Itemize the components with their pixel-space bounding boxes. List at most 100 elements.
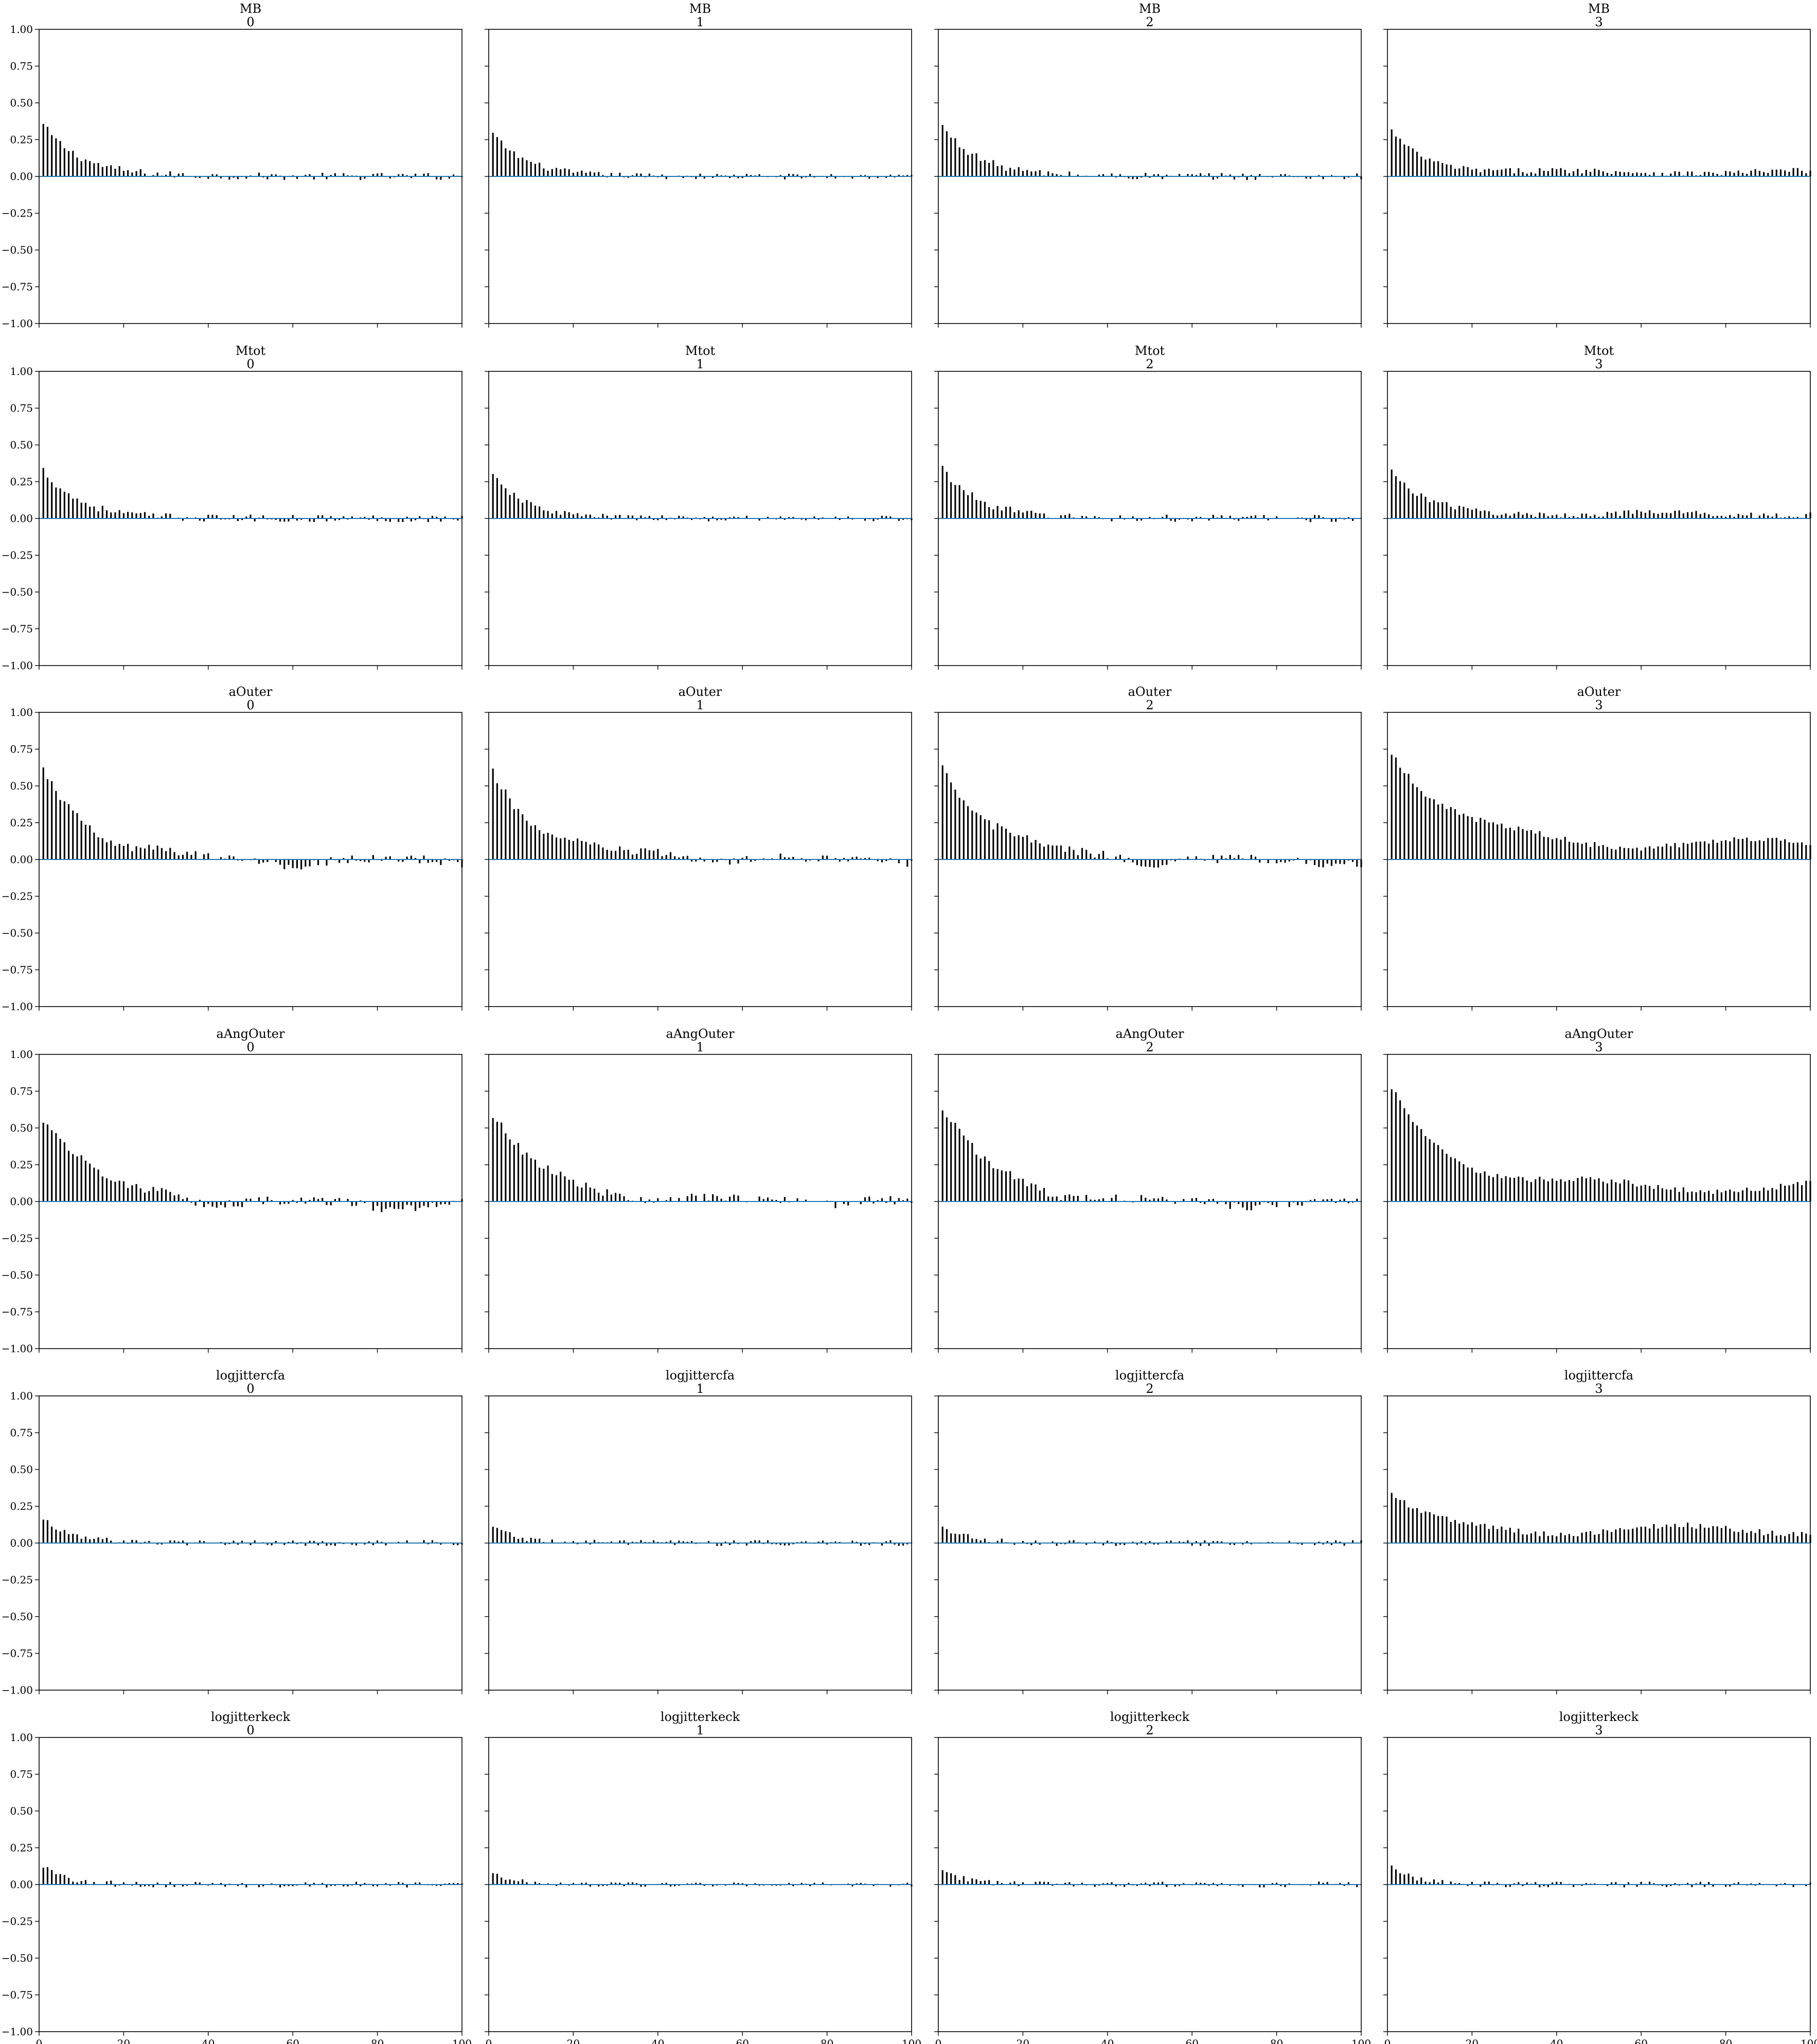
acf-bar: [1098, 517, 1100, 518]
acf-bar: [1141, 1195, 1143, 1202]
acf-bar: [1754, 1191, 1756, 1202]
panel-chain-label: 1: [696, 1723, 704, 1737]
acf-bar: [950, 782, 952, 859]
acf-bar: [686, 855, 688, 859]
acf-bar: [1102, 851, 1105, 859]
panel-title: logjittercfa: [1564, 1368, 1633, 1383]
acf-bar: [1039, 1543, 1041, 1545]
acf-bar: [1433, 500, 1435, 518]
acf-bar: [653, 518, 655, 521]
acf-bar: [1009, 507, 1011, 518]
acf-bar: [122, 1882, 124, 1885]
acf-bar: [971, 1142, 973, 1202]
acf-bar: [1420, 1129, 1422, 1202]
acf-bar: [1094, 857, 1096, 859]
acf-bar: [1737, 1532, 1739, 1543]
acf-bar: [427, 518, 429, 522]
acf-bar: [1280, 859, 1282, 863]
acf-bar: [644, 517, 646, 518]
acf-bar: [834, 176, 836, 178]
acf-bar: [1556, 1180, 1558, 1202]
acf-bar: [1729, 1529, 1731, 1543]
acf-bar: [296, 859, 298, 869]
panel-title: Mtot: [236, 344, 266, 358]
acf-bar: [228, 855, 230, 859]
acf-bar: [1408, 146, 1410, 176]
acf-bar: [737, 517, 739, 518]
acf-bar: [1530, 514, 1533, 518]
acf-bar: [530, 1158, 532, 1202]
acf-bar: [1564, 513, 1566, 518]
acf-bar: [258, 1885, 260, 1888]
acf-bar: [1064, 515, 1066, 518]
acf-bar: [1775, 1535, 1777, 1543]
acf-bar: [1115, 1885, 1117, 1887]
acf-bar: [292, 859, 294, 868]
acf-bar: [1446, 1154, 1448, 1202]
acf-bar: [979, 1881, 982, 1885]
acf-bar: [1250, 1543, 1252, 1545]
acf-bar: [805, 518, 807, 521]
acf-bar: [1039, 513, 1041, 518]
acf-bar: [1157, 1543, 1159, 1545]
acf-bar: [1509, 1885, 1511, 1887]
acf-bar: [754, 859, 756, 861]
acf-bar: [237, 176, 239, 180]
panel-title: aOuter: [1128, 685, 1172, 699]
acf-bar: [42, 1868, 44, 1885]
acf-bar: [1805, 173, 1807, 176]
acf-bar: [851, 1540, 853, 1543]
acf-bar: [1552, 168, 1554, 176]
acf-bar: [1674, 1523, 1676, 1543]
acf-bar: [1458, 1523, 1460, 1543]
acf-bar: [1145, 859, 1147, 867]
acf-bar: [1687, 1882, 1689, 1885]
acf-bar: [1022, 836, 1024, 859]
acf-bar: [1480, 172, 1482, 176]
acf-bar: [1132, 516, 1134, 518]
acf-bar: [343, 1885, 345, 1887]
acf-bar: [1204, 1202, 1206, 1205]
acf-bar: [419, 1882, 421, 1885]
acf-bar: [1454, 1158, 1456, 1202]
acf-bar: [492, 1527, 494, 1543]
acf-bar: [139, 169, 141, 176]
acf-panel-1: MB01.000.750.500.250.00−0.25−0.50−0.75−1…: [2, 2, 463, 330]
acf-bar: [1581, 1532, 1583, 1543]
acf-bar: [568, 1885, 570, 1886]
acf-bar: [80, 161, 82, 176]
acf-bar: [1784, 517, 1786, 518]
acf-bar: [1594, 514, 1596, 518]
y-tick-label: 0.50: [10, 1122, 33, 1134]
acf-bar: [1250, 175, 1252, 176]
acf-bar: [266, 1543, 269, 1545]
acf-bar: [627, 1543, 629, 1545]
acf-bar: [1670, 513, 1672, 518]
acf-bar: [988, 163, 990, 176]
acf-bar: [1005, 829, 1007, 859]
acf-bar: [300, 518, 302, 520]
acf-bar: [745, 1885, 747, 1887]
acf-bar: [1699, 514, 1701, 518]
acf-bar: [733, 1882, 735, 1885]
acf-bar: [1488, 1529, 1490, 1543]
acf-bar: [440, 859, 442, 865]
acf-bar: [1335, 1202, 1337, 1203]
acf-bar: [220, 518, 222, 520]
acf-bar: [992, 1168, 994, 1202]
acf-bar: [1035, 840, 1037, 859]
panel-title: MB: [689, 2, 711, 16]
acf-bar: [1136, 518, 1138, 521]
acf-bar: [1632, 1184, 1634, 1202]
acf-bar: [1547, 516, 1549, 518]
acf-bar: [856, 1541, 858, 1543]
acf-bar: [139, 847, 141, 859]
acf-bar: [457, 859, 459, 862]
acf-bar: [419, 516, 421, 518]
acf-bar: [105, 1537, 108, 1543]
acf-bar: [279, 518, 281, 522]
acf-bar: [539, 506, 541, 518]
acf-bar: [1611, 1179, 1613, 1202]
acf-bar: [1522, 1534, 1524, 1543]
